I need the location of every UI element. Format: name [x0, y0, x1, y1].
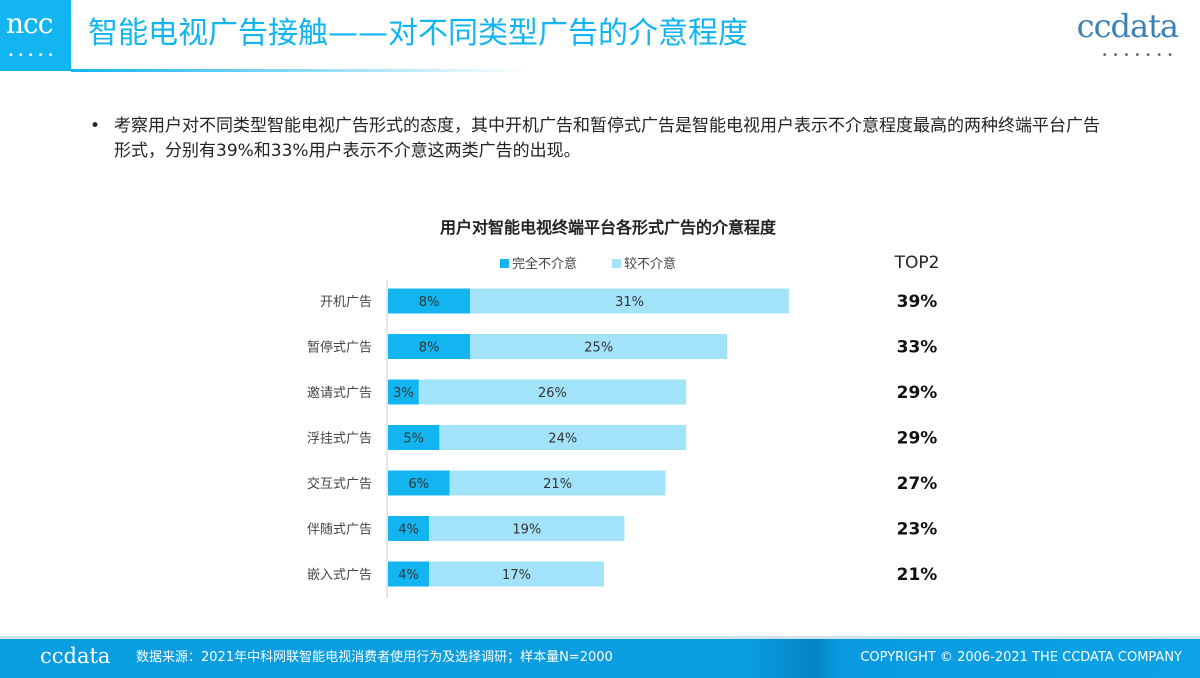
bullet-text: • 考察用户对不同类型智能电视广告形式的态度，其中开机广告和暂停式广告是智能电视用… [90, 116, 1100, 161]
chart-title: 用户对智能电视终端平台各形式广告的介意程度 [440, 218, 777, 237]
top2-value: 27% [897, 474, 938, 494]
top2-value: 23% [897, 520, 938, 540]
data-label: 4% [398, 523, 419, 538]
legend-label: 较不介意 [624, 256, 676, 272]
data-label: 24% [548, 432, 577, 447]
bar-segment [470, 334, 728, 359]
bar-segment [418, 379, 687, 405]
data-label: 31% [615, 295, 644, 310]
legend-swatch [500, 259, 509, 268]
data-label: 6% [409, 477, 430, 492]
data-label: 26% [538, 386, 567, 401]
top2-value: 21% [897, 565, 938, 585]
category-label: 浮挂式广告 [307, 432, 372, 447]
top2-value: 33% [897, 338, 938, 358]
bar-segment [439, 425, 687, 450]
bar-segment [449, 470, 666, 496]
category-label: 暂停式广告 [307, 340, 372, 356]
data-source: 数据来源：2021年中科网联智能电视消费者使用行为及选择调研；样本量N=2000 [136, 650, 613, 665]
copyright: COPYRIGHT © 2006-2021 THE CCDATA COMPANY [860, 650, 1182, 665]
bar-segment [429, 561, 604, 587]
category-label: 伴随式广告 [307, 523, 372, 538]
top2-value: 39% [897, 292, 938, 312]
ccdata-logo: ccdata [1076, 7, 1179, 45]
legend-swatch [612, 259, 621, 268]
page-title: 智能电视广告接触——对不同类型广告的介意程度 [88, 16, 748, 51]
logo-box-dots: ••••• [8, 50, 58, 61]
top2-header: TOP2 [894, 253, 940, 273]
ncc-logo: ncc ••••• [0, 0, 71, 71]
top2-value: 29% [897, 429, 938, 449]
footer: ccdata 数据来源：2021年中科网联智能电视消费者使用行为及选择调研；样本… [0, 636, 1200, 678]
data-label: 25% [584, 341, 613, 356]
data-label: 4% [398, 568, 419, 583]
top2-value: 29% [897, 383, 938, 403]
data-label: 8% [419, 341, 440, 356]
bar-segment [429, 516, 625, 541]
bar-segment [388, 425, 440, 450]
bar-segment [388, 516, 430, 541]
category-label: 嵌入式广告 [307, 568, 372, 583]
bar-segment [388, 470, 450, 496]
logo-dots: ••••••• [1101, 50, 1178, 61]
data-label: 5% [403, 432, 424, 447]
footer-logo: ccdata [40, 644, 111, 668]
data-label: 3% [393, 386, 414, 401]
title-underline [71, 69, 531, 72]
bar-segment [388, 288, 471, 314]
category-label: 交互式广告 [307, 476, 372, 492]
data-label: 8% [419, 295, 440, 310]
data-label: 21% [543, 477, 572, 492]
bar-segment [470, 288, 789, 314]
category-label: 开机广告 [320, 295, 372, 310]
bar-segment [388, 334, 471, 359]
legend-label: 完全不介意 [512, 256, 577, 272]
data-label: 19% [512, 523, 541, 538]
category-label: 邀请式广告 [307, 386, 372, 401]
bar-segment [388, 561, 430, 587]
bullet-dot: • [90, 116, 101, 136]
bar-segment [388, 379, 419, 405]
data-label: 17% [502, 568, 531, 583]
